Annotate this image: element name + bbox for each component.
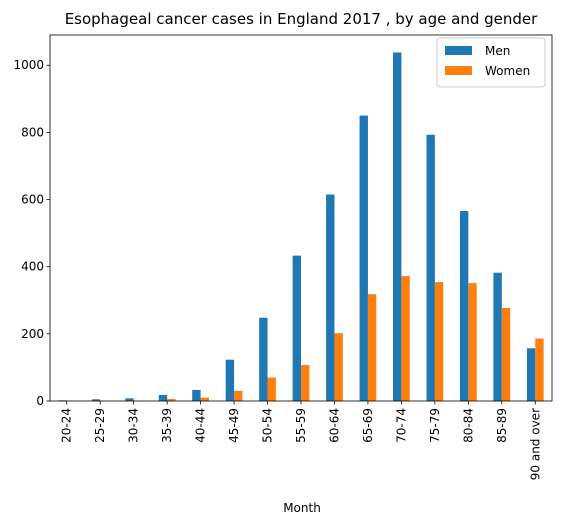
x-tick-label: 55-59 [294,408,308,443]
legend-swatch-men [445,46,472,55]
x-tick-label: 50-54 [261,408,275,443]
chart-title: Esophageal cancer cases in England 2017 … [65,10,538,28]
x-axis-label: Month [283,501,321,515]
x-tick-label: 35-39 [160,408,174,443]
bar-men-75-79 [427,135,435,401]
x-tick-label: 80-84 [461,408,475,443]
bar-men-70-74 [393,52,401,401]
bar-women-65-69 [368,294,376,401]
y-tick-label: 400 [21,260,44,274]
bar-men-50-54 [259,318,267,401]
bar-women-60-64 [334,333,342,401]
x-tick-label: 85-89 [495,408,509,443]
y-tick-label: 200 [21,327,44,341]
legend-label-men: Men [485,44,510,58]
bar-men-85-89 [493,273,501,401]
legend-swatch-women [445,66,472,75]
bar-women-85-89 [502,308,510,401]
y-tick-label: 0 [36,394,44,408]
bar-women-55-59 [301,365,309,401]
x-tick-label: 25-29 [93,408,107,443]
bar-women-70-74 [401,276,409,401]
x-tick-label: 60-64 [327,408,341,443]
bar-men-40-44 [192,390,200,401]
bar-women-50-54 [268,378,276,402]
bar-men-30-34 [125,398,133,401]
bar-men-80-84 [460,211,468,401]
legend-label-women: Women [485,64,530,78]
bar-men-90-and-over [527,348,535,401]
bar-women-80-84 [468,283,476,401]
x-tick-label: 75-79 [428,408,442,443]
x-tick-label: 45-49 [227,408,241,443]
bar-men-55-59 [293,256,301,401]
legend: Men Women [437,38,545,87]
bar-men-45-49 [226,360,234,401]
plot-area: 0 200 400 600 800 1000 20-24 25-29 30-34 35-39 40-… [13,35,552,480]
bar-women-45-49 [234,391,242,401]
y-tick-label: 600 [21,193,44,207]
bar-men-35-39 [159,395,167,401]
x-tick-label: 20-24 [60,408,74,443]
bar-women-40-44 [201,398,209,401]
y-tick-label: 1000 [13,58,44,72]
x-tick-label: 40-44 [194,408,208,443]
y-tick-label: 800 [21,125,44,139]
x-tick-label: 90 and over [528,408,542,480]
bar-women-75-79 [435,282,443,401]
x-tick-label: 65-69 [361,408,375,443]
x-tick-label: 30-34 [127,408,141,443]
bar-men-60-64 [326,195,334,402]
x-tick-label: 70-74 [394,408,408,443]
bar-men-65-69 [360,116,368,401]
bar-women-90-and-over [535,339,543,401]
